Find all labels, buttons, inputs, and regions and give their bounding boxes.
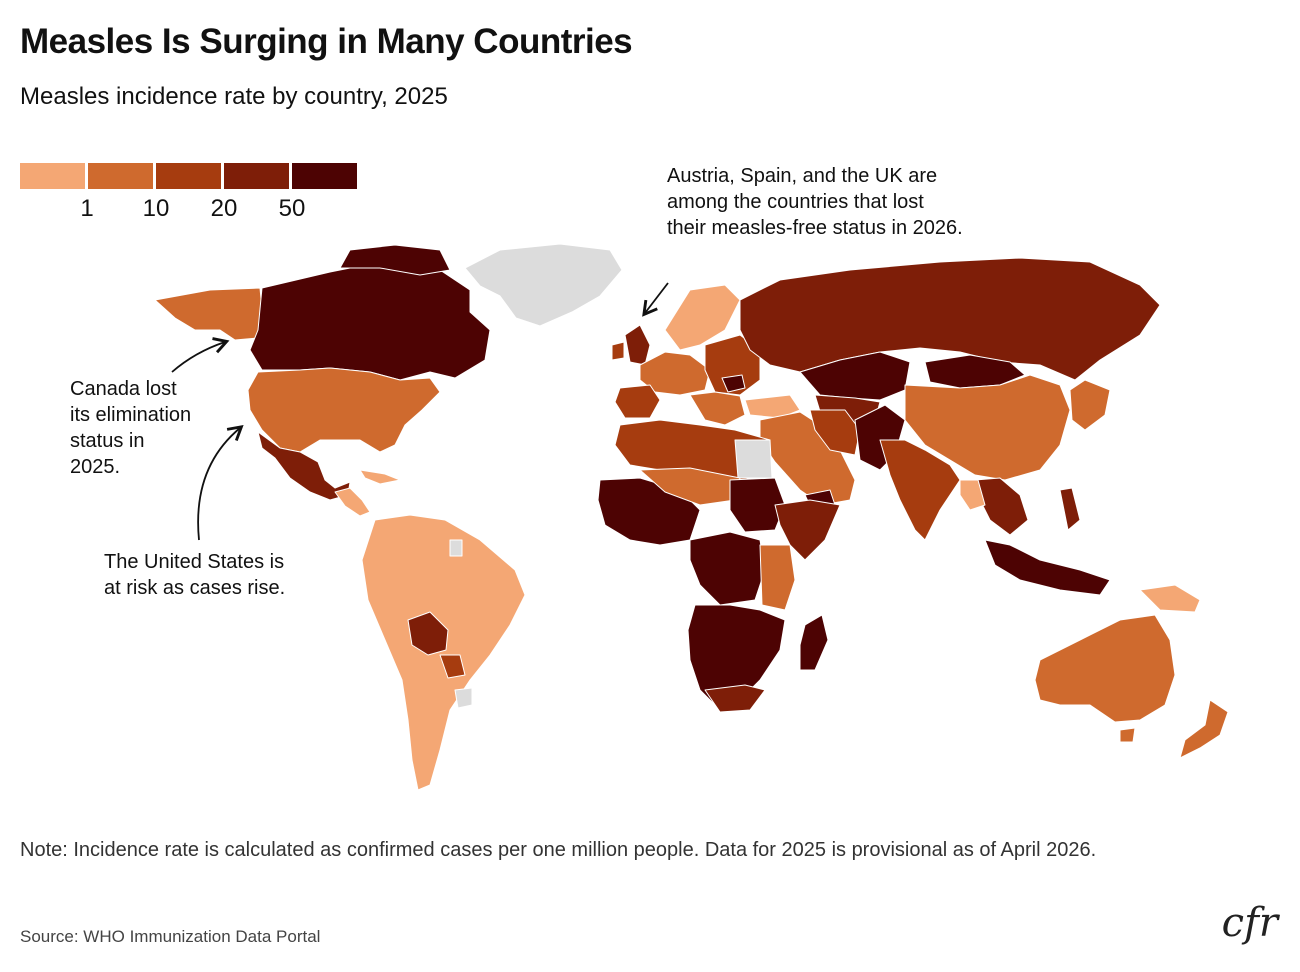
legend-ticks: 1 10 20 50: [20, 189, 360, 222]
canada-annotation-line: its elimination: [70, 404, 192, 426]
region-china: [904, 374, 1071, 481]
us-annotation-line: The United States is: [104, 551, 285, 573]
europe-annotation-arrow: [642, 282, 669, 317]
region-united-states: [247, 367, 441, 453]
region-ireland: [611, 341, 625, 361]
region-thailand-laos: [959, 479, 986, 511]
region-central-america: [334, 487, 371, 517]
region-canada-arctic: [339, 244, 451, 276]
canada-annotation-line: Canada lost: [70, 378, 177, 400]
region-sudan: [729, 477, 786, 533]
region-western-europe: [639, 351, 711, 396]
region-madagascar: [799, 614, 829, 671]
legend-bar: [20, 163, 360, 189]
region-bolivia: [407, 611, 449, 656]
canada-annotation: Canada lost its elimination status in 20…: [70, 376, 191, 480]
region-india: [879, 439, 961, 541]
chart-source: Source: WHO Immunization Data Portal: [20, 927, 321, 946]
region-ethiopia-somalia: [774, 499, 841, 561]
region-korea-japan: [1069, 379, 1111, 431]
canada-annotation-line: 2025.: [70, 456, 121, 478]
cfr-logo: cfr: [1221, 900, 1278, 946]
region-mongolia: [924, 354, 1026, 389]
canada-annotation-arrow: [171, 337, 230, 373]
region-romania: [721, 374, 746, 393]
legend-swatch-3: [224, 163, 289, 189]
chart-note: Note: Incidence rate is calculated as co…: [20, 839, 1097, 861]
region-paraguay: [439, 654, 466, 679]
region-uk: [624, 324, 651, 366]
region-philippines: [1059, 487, 1081, 531]
region-east-africa: [759, 544, 796, 611]
region-iran: [809, 409, 861, 456]
region-south-africa: [704, 684, 766, 713]
region-indonesia: [984, 539, 1111, 596]
legend-swatch-0: [20, 163, 85, 189]
europe-annotation: Austria, Spain, and the UK are among the…: [667, 165, 963, 239]
region-italy-balkans: [689, 391, 746, 426]
legend: 1 10 20 50: [20, 163, 360, 223]
chart-title: Measles Is Surging in Many Countries: [20, 22, 633, 61]
legend-tick-50: 50: [278, 195, 306, 222]
legend-tick-20: 20: [210, 195, 238, 222]
region-spain: [614, 384, 661, 419]
region-greenland: [464, 243, 623, 327]
legend-swatch-2: [156, 163, 221, 189]
region-french-guiana: [449, 539, 463, 557]
region-new-zealand: [1179, 699, 1229, 759]
region-alaska: [154, 287, 263, 341]
legend-swatch-1: [88, 163, 153, 189]
canada-annotation-line: status in: [70, 430, 145, 452]
chart-subtitle: Measles incidence rate by country, 2025: [20, 83, 448, 110]
region-tasmania: [1119, 727, 1136, 743]
region-russia: [739, 257, 1161, 381]
us-annotation-line: at risk as cases rise.: [104, 577, 286, 599]
region-scandinavia: [664, 284, 741, 351]
us-annotation-arrow: [197, 424, 244, 541]
us-annotation: The United States is at risk as cases ri…: [104, 549, 285, 601]
legend-tick-1: 1: [80, 195, 94, 222]
region-australia: [1034, 614, 1176, 723]
region-south-america: [361, 514, 526, 791]
legend-tick-10: 10: [142, 195, 170, 222]
region-uruguay: [454, 687, 473, 709]
region-central-africa: [689, 531, 766, 606]
region-caribbean: [359, 469, 401, 485]
region-papua: [1139, 584, 1201, 613]
legend-swatch-4: [292, 163, 357, 189]
